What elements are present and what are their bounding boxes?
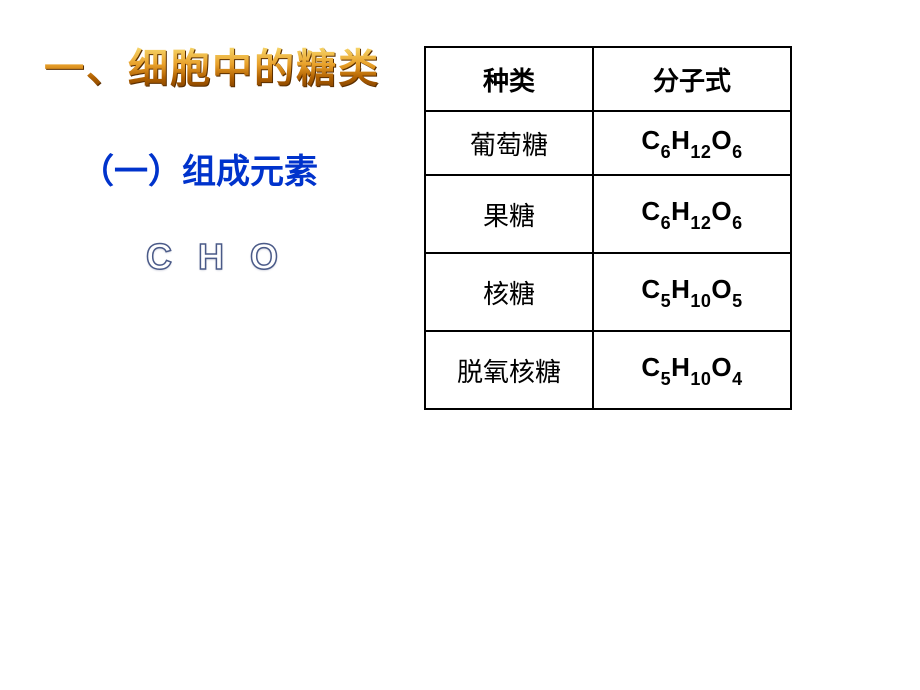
- table-row: 脱氧核糖 C5H10O4: [425, 331, 791, 409]
- header-formula: 分子式: [593, 47, 791, 111]
- main-title-text: 一、细胞中的糖类: [44, 47, 380, 91]
- content-row: （一）组成元素 C H O 种类 分子式 葡萄糖 C6H12O6 果糖 C6: [50, 94, 870, 410]
- element-o: O: [250, 236, 278, 278]
- formula-text: C6H12O6: [641, 196, 742, 226]
- cell-type: 葡萄糖: [425, 111, 593, 175]
- table-row: 果糖 C6H12O6: [425, 175, 791, 253]
- cell-formula: C6H12O6: [593, 111, 791, 175]
- sugar-table: 种类 分子式 葡萄糖 C6H12O6 果糖 C6H12O6 核糖 C5H10O5…: [424, 46, 792, 410]
- table-row: 核糖 C5H10O5: [425, 253, 791, 331]
- cell-type: 果糖: [425, 175, 593, 253]
- sub-title: （一）组成元素: [80, 144, 410, 193]
- header-type: 种类: [425, 47, 593, 111]
- element-c: C: [146, 236, 172, 278]
- slide: 一、细胞中的糖类 （一）组成元素 C H O 种类 分子式 葡萄糖 C6H12O…: [0, 0, 920, 690]
- cell-type: 核糖: [425, 253, 593, 331]
- table-row: 葡萄糖 C6H12O6: [425, 111, 791, 175]
- formula-text: C6H12O6: [641, 125, 742, 155]
- cell-formula: C5H10O4: [593, 331, 791, 409]
- formula-text: C5H10O4: [641, 352, 742, 382]
- element-h: H: [198, 236, 224, 278]
- left-column: （一）组成元素 C H O: [50, 94, 410, 193]
- table-header-row: 种类 分子式: [425, 47, 791, 111]
- table-wrap: 种类 分子式 葡萄糖 C6H12O6 果糖 C6H12O6 核糖 C5H10O5…: [424, 46, 792, 410]
- cell-formula: C5H10O5: [593, 253, 791, 331]
- element-box: C H O: [92, 224, 332, 290]
- cell-type: 脱氧核糖: [425, 331, 593, 409]
- formula-text: C5H10O5: [641, 274, 742, 304]
- cell-formula: C6H12O6: [593, 175, 791, 253]
